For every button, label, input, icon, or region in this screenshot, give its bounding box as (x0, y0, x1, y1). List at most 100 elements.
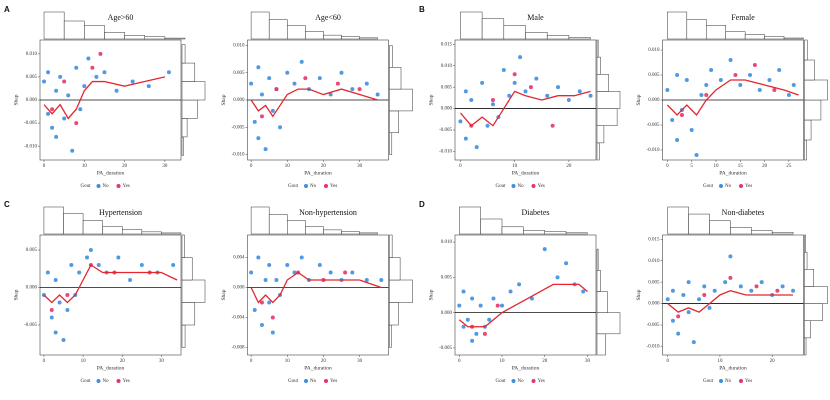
panel-title: Age>60 (108, 13, 134, 22)
x-tick-label: 20 (542, 359, 548, 364)
point (684, 78, 689, 82)
x-hist-bar (725, 31, 746, 40)
x-hist-bar (686, 19, 707, 40)
y-tick-label: 0.010 (26, 52, 38, 57)
y-hist-bar (389, 279, 413, 303)
point (738, 284, 743, 289)
legend-label: Yes (538, 379, 545, 384)
y-hist-bar (181, 234, 185, 258)
point (545, 93, 550, 98)
point (461, 289, 466, 294)
y-hist-bar (389, 234, 393, 258)
x-hist-bar (323, 229, 342, 235)
point (676, 331, 681, 336)
legend-title: Gout (496, 379, 507, 384)
point (702, 284, 707, 289)
point (470, 296, 475, 301)
point (470, 338, 475, 343)
y-hist-bar (596, 270, 601, 292)
point (267, 76, 272, 81)
point (528, 85, 533, 90)
y-tick-label: 0.005 (26, 75, 38, 80)
y-hist-bar (596, 108, 618, 126)
x-hist-bar (268, 214, 288, 235)
point (166, 70, 171, 75)
y-hist-bar (389, 110, 399, 133)
x-tick-label: 20 (770, 359, 776, 364)
y-tick-label: 0.010 (233, 44, 245, 49)
point (270, 315, 275, 320)
x-hist-bar (544, 231, 567, 235)
point (350, 87, 355, 92)
y-tick-label: 0.005 (26, 248, 38, 253)
y-axis-label: Shap (221, 289, 227, 300)
y-tick-label: 0.000 (26, 286, 38, 291)
point (343, 270, 348, 275)
point (292, 81, 297, 86)
point (495, 303, 500, 308)
y-tick-label: -0.005 (647, 123, 660, 128)
plot-frame (454, 39, 597, 161)
x-hist-bar (459, 206, 481, 235)
x-hist-bar (706, 25, 726, 40)
x-axis-label: PA_duration (304, 170, 332, 176)
legend-swatch (304, 184, 308, 188)
point (77, 270, 82, 275)
point (267, 300, 272, 305)
y-hist-bar (804, 286, 828, 304)
point (564, 261, 569, 266)
x-hist-bar (744, 34, 765, 40)
y-hist-bar (181, 136, 184, 156)
y-hist-bar (181, 257, 193, 281)
point (550, 123, 555, 128)
point (556, 85, 561, 90)
x-hist-bar (104, 32, 125, 40)
point (670, 318, 675, 323)
y-hist-bar (181, 118, 188, 138)
x-hist-bar (751, 230, 773, 235)
panel-title: Female (731, 13, 755, 22)
point (777, 68, 782, 72)
y-hist-bar (596, 125, 605, 144)
point (278, 125, 283, 130)
y-tick-label: 0.000 (648, 302, 660, 307)
point (676, 314, 681, 319)
smooth-line (250, 88, 378, 118)
plot-frame (247, 234, 389, 356)
y-axis-label: Shap (221, 94, 227, 105)
point (98, 51, 103, 56)
point (128, 278, 133, 282)
x-tick-label: 20 (566, 164, 572, 169)
y-hist-bar (804, 234, 806, 253)
y-tick-label: 0.000 (441, 311, 453, 316)
point (66, 93, 71, 98)
legend-label: Yes (330, 184, 337, 189)
panel-label: A (4, 5, 10, 14)
panel-label: C (4, 200, 10, 209)
legend-swatch (96, 379, 101, 383)
point (53, 278, 58, 282)
point (58, 74, 63, 79)
y-hist-bar (181, 279, 206, 303)
point (718, 78, 723, 82)
x-hist-bar (503, 25, 526, 40)
point (517, 282, 522, 287)
x-hist-bar (523, 230, 545, 235)
point (728, 254, 733, 259)
legend-label: Yes (330, 379, 337, 384)
point (699, 93, 704, 97)
x-axis-label: PA_duration (512, 170, 540, 176)
point (512, 80, 517, 85)
point (694, 153, 699, 157)
y-hist-bar (389, 67, 402, 90)
point (670, 118, 675, 122)
point (748, 73, 753, 77)
point (709, 68, 714, 72)
point (62, 116, 67, 121)
legend-label: No (103, 379, 110, 384)
point (339, 70, 344, 75)
point (256, 136, 261, 141)
point (70, 148, 75, 153)
x-tick-label: 10 (512, 164, 518, 169)
point (96, 263, 101, 267)
